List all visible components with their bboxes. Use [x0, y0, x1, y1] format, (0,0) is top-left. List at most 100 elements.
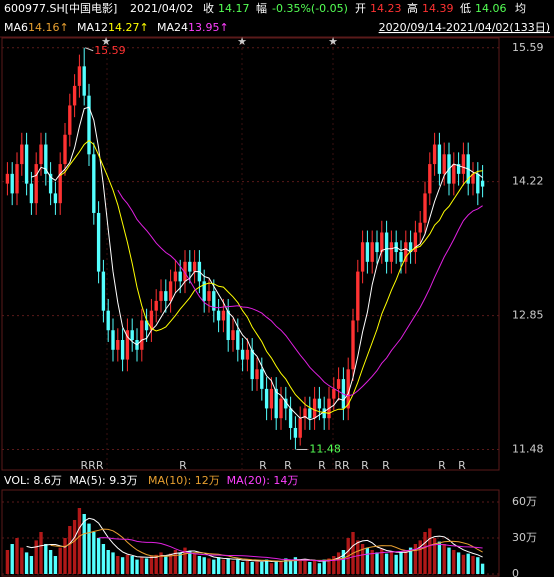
volume-bar — [87, 523, 91, 574]
candle-body — [39, 144, 43, 165]
volume-bar — [317, 563, 322, 574]
volume-bar — [207, 558, 211, 574]
event-label: RR — [334, 459, 350, 472]
volume-bar — [404, 550, 408, 574]
event-label: R — [438, 459, 446, 472]
candle-body — [365, 242, 370, 262]
candle-body — [308, 408, 312, 419]
volume-bar — [413, 544, 418, 574]
y-tick-label: 14.22 — [512, 175, 544, 188]
candle-body — [389, 242, 394, 262]
range-text: 2020/09/14-2021/04/02(133日) — [379, 21, 550, 34]
volume-bar — [236, 559, 240, 574]
volume-bar — [106, 550, 110, 574]
volume-bar — [274, 560, 278, 574]
volume-bar — [303, 559, 307, 574]
candle-body — [77, 66, 82, 86]
volume-bar — [202, 557, 206, 574]
candle-body — [226, 310, 230, 341]
candle-body — [274, 388, 278, 419]
high-annotation: 15.59 — [94, 44, 126, 57]
volume-bar — [269, 563, 274, 574]
volume-frame — [1, 489, 500, 577]
volume-tick-label: 60万 — [512, 495, 537, 508]
candle-body — [404, 242, 408, 262]
volume-bar — [53, 556, 58, 574]
header-text: 14.17 — [218, 2, 250, 15]
candle-body — [106, 310, 110, 331]
volume-bar — [77, 508, 82, 574]
volume-bar — [327, 558, 331, 574]
volume-bar — [120, 557, 125, 574]
event-label: R — [361, 459, 369, 472]
volume-bar — [255, 560, 259, 574]
candle-body — [456, 164, 461, 174]
candle-body — [288, 408, 293, 428]
candle-body — [144, 320, 149, 331]
candle-body — [183, 261, 187, 282]
candle-body — [269, 388, 274, 409]
candle-body — [360, 242, 365, 272]
ma-name: MA12 — [77, 21, 108, 34]
candle-body — [178, 271, 182, 282]
volume-bar — [149, 556, 154, 574]
candle-body — [159, 291, 163, 301]
volume-bar — [231, 560, 235, 574]
candle-body — [111, 330, 115, 350]
candle-body — [168, 281, 173, 301]
candle-body — [413, 232, 418, 253]
candle-body — [418, 222, 422, 233]
volume-bar — [423, 532, 427, 574]
volume-bar — [365, 547, 370, 574]
candle-body — [471, 173, 475, 184]
volume-bar — [197, 556, 202, 574]
volume-bar — [260, 562, 264, 574]
volume-bar — [428, 528, 432, 574]
candle-body — [356, 271, 360, 321]
volume-bar — [96, 538, 101, 574]
event-label: R — [259, 459, 267, 472]
volume-bar — [476, 557, 480, 574]
volume-tick-label: 30万 — [512, 531, 537, 544]
volume-ma-line — [50, 528, 483, 562]
header-text: 均 — [515, 2, 526, 15]
volume-bar — [322, 559, 326, 574]
volume-bar — [173, 550, 178, 574]
candle-body — [293, 427, 298, 438]
volume-bar — [29, 556, 34, 574]
volume-bar — [192, 553, 197, 574]
candle-body — [24, 144, 29, 184]
volume-bar — [20, 547, 24, 574]
candle-body — [437, 144, 442, 174]
volume-bar — [10, 544, 14, 574]
volume-bar — [154, 554, 158, 574]
volume-bar — [216, 557, 221, 574]
candle-body — [29, 183, 34, 204]
volume-bar — [360, 544, 365, 574]
volume-bar — [39, 532, 43, 574]
volume-bar — [68, 526, 72, 574]
candle-body — [317, 398, 322, 409]
volume-bar — [336, 552, 341, 574]
candle-body — [154, 300, 158, 311]
event-label: ★ — [101, 35, 111, 48]
volume-bar — [101, 544, 106, 574]
volume-bar — [5, 550, 10, 574]
y-tick-label: 11.48 — [512, 442, 544, 455]
volume-bar — [279, 562, 283, 574]
candle-body — [130, 330, 134, 341]
price-frame — [1, 37, 500, 471]
volume-bar — [471, 556, 475, 574]
volume-bar — [188, 551, 192, 574]
candle-body — [245, 349, 250, 360]
candle-body — [96, 212, 101, 272]
volume-bar — [447, 547, 451, 574]
event-label: R — [179, 459, 187, 472]
candle-body — [207, 291, 211, 301]
volume-bar — [456, 552, 461, 574]
volume-bar — [116, 556, 120, 574]
volume-bar — [437, 541, 442, 574]
high-arrow — [85, 47, 94, 52]
candle-body — [423, 193, 427, 223]
